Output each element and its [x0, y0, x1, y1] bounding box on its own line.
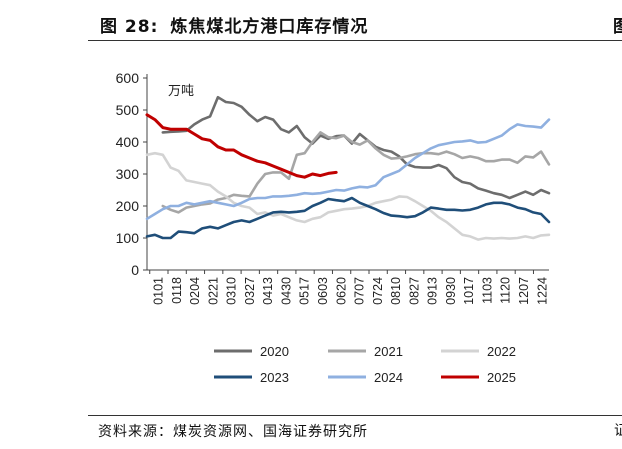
figure-title-text: 炼焦煤北方港口库存情况: [170, 17, 369, 37]
x-tick-label: 0204: [188, 277, 202, 305]
x-tick-label: 0810: [389, 277, 403, 305]
x-tick-label: 1103: [480, 277, 494, 304]
y-tick-label: 0: [131, 262, 139, 278]
x-tick-label: 0620: [334, 277, 348, 305]
figure-title-bar: 图 28: 炼焦煤北方港口库存情况: [88, 10, 622, 40]
unit-label: 万吨: [168, 84, 194, 99]
legend-label-2020: 2020: [260, 344, 289, 359]
x-tick-label: 0413: [261, 277, 275, 305]
legend-label-2023: 2023: [260, 370, 289, 385]
x-tick-label: 0827: [407, 277, 421, 305]
series-line-2022: [145, 151, 551, 241]
x-tick-label: 0930: [444, 277, 458, 305]
legend-label-2022: 2022: [487, 344, 516, 359]
figure-title: 图 28: 炼焦煤北方港口库存情况: [100, 12, 368, 37]
y-axis: 0 100 200 300 400 500 600: [116, 70, 148, 278]
legend: 2020 2021 2022 2023 2024 2025: [214, 344, 516, 385]
title-rule: [88, 40, 622, 41]
clipped-edge-glyph-top: 图: [613, 17, 622, 37]
figure-number: 图 28:: [100, 17, 159, 37]
x-tick-label: 0517: [298, 277, 312, 305]
x-tick-label: 0310: [225, 277, 239, 305]
x-tick-label: 0913: [426, 277, 440, 305]
clipped-edge-glyph-bottom: 证: [614, 423, 622, 439]
series-line-2025: [145, 113, 338, 179]
series-line-2023: [145, 196, 551, 240]
y-tick-label: 300: [116, 166, 140, 182]
x-tick-label: 0118: [170, 277, 184, 304]
x-tick-label: 0603: [316, 277, 330, 305]
source-rule: [88, 415, 622, 416]
x-tick-label: 1224: [535, 277, 549, 305]
x-tick-label: 0221: [206, 277, 220, 305]
source-note: 资料来源：煤炭资源网、国海证券研究所: [98, 424, 368, 440]
legend-label-2025: 2025: [487, 370, 516, 385]
y-tick-label: 500: [116, 102, 140, 118]
series-lines: [145, 95, 551, 241]
series-line-2024: [145, 118, 551, 221]
x-tick-label: 1207: [517, 277, 531, 305]
x-tick-label: 0430: [279, 277, 293, 305]
y-tick-label: 200: [116, 198, 140, 214]
x-tick-label: 1017: [462, 277, 476, 305]
x-tick-label: 0724: [371, 277, 385, 305]
x-tick-label: 0707: [353, 277, 367, 305]
x-tick-label: 1120: [499, 277, 513, 304]
legend-label-2024: 2024: [374, 370, 403, 385]
series-line-2020: [161, 95, 551, 200]
line-chart: 0 100 200 300 400 500 600 0101 0118 0204 0221 0310…: [116, 70, 551, 385]
y-tick-label: 400: [116, 134, 140, 150]
x-axis: 0101 0118 0204 0221 0310 0327 0413 0430 0517 0603…: [147, 269, 549, 305]
legend-label-2021: 2021: [374, 344, 403, 359]
y-tick-label: 100: [116, 230, 140, 246]
x-tick-label: 0327: [243, 277, 257, 305]
x-tick-label: 0101: [152, 277, 166, 305]
y-tick-label: 600: [116, 70, 140, 86]
